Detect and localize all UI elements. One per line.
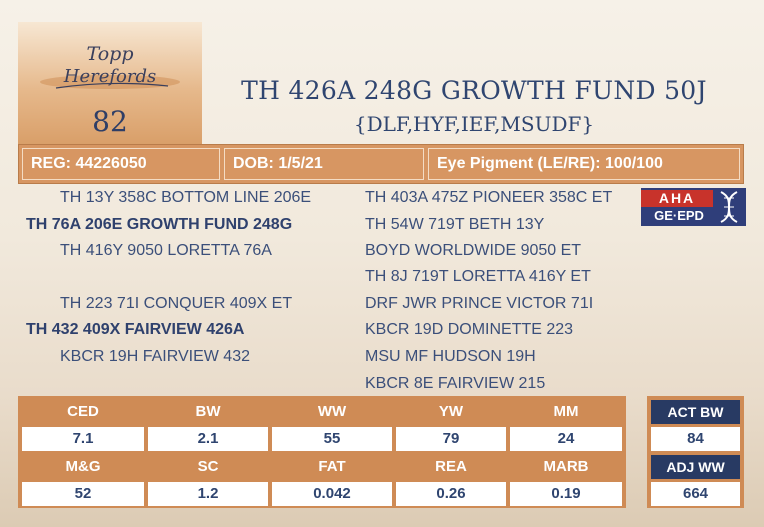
- pedigree-sire-sire: TH 13Y 358C BOTTOM LINE 206E: [60, 189, 312, 206]
- dna-icon: [720, 191, 738, 223]
- epd-value-marb: 0.19: [510, 482, 622, 506]
- epd-value-fat: 0.042: [272, 482, 392, 506]
- topp-herefords-logo: Topp Herefords: [40, 43, 180, 89]
- aha-logo-bottom: GE·EPD: [654, 208, 704, 223]
- date-of-birth: DOB: 1/5/21: [224, 148, 424, 180]
- actual-bw-label: ACT BW: [651, 400, 740, 424]
- epd-value-yw: 79: [396, 427, 506, 451]
- pedigree-ancestor: DRF JWR PRINCE VICTOR 71I: [365, 295, 594, 312]
- adjusted-ww-value: 664: [651, 482, 740, 506]
- actual-bw-value: 84: [651, 427, 740, 451]
- pedigree-sire: TH 76A 206E GROWTH FUND 248G: [26, 216, 293, 233]
- pedigree-ancestor: TH 54W 719T BETH 13Y: [365, 216, 545, 233]
- epd-header-mm: MM: [553, 403, 579, 420]
- epd-header-ww: WW: [317, 403, 347, 420]
- info-bar: [18, 144, 744, 184]
- epd-value-ced: 7.1: [22, 427, 144, 451]
- adjusted-ww-label: ADJ WW: [651, 455, 740, 479]
- epd-value-rea: 0.26: [396, 482, 506, 506]
- epd-value-bw: 2.1: [148, 427, 268, 451]
- epd-value-sc: 1.2: [148, 482, 268, 506]
- eye-pigment: Eye Pigment (LE/RE): 100/100: [428, 148, 740, 180]
- aha-logo-top: AHA: [641, 190, 713, 207]
- svg-text:Topp: Topp: [87, 43, 134, 65]
- pedigree-dam-sire: TH 223 71I CONQUER 409X ET: [60, 295, 293, 312]
- genetic-status: {DLF,HYF,IEF,MSUDF}: [353, 112, 595, 136]
- epd-header-bw: BW: [195, 403, 221, 420]
- aha-ge-epd-logo: AHA GE·EPD: [641, 188, 746, 226]
- pedigree-ancestor: TH 8J 719T LORETTA 416Y ET: [365, 268, 591, 285]
- pedigree-ancestor: TH 403A 475Z PIONEER 358C ET: [365, 189, 613, 206]
- epd-header-sc: SC: [197, 458, 219, 475]
- epd-header-fat: FAT: [318, 458, 346, 475]
- pedigree-ancestor: MSU MF HUDSON 19H: [365, 348, 536, 365]
- epd-header-rea: REA: [435, 458, 467, 475]
- epd-header-mg: M&G: [65, 458, 101, 475]
- epd-value-mm: 24: [510, 427, 622, 451]
- animal-name: TH 426A 248G GROWTH FUND 50J: [241, 76, 707, 105]
- registration-number: REG: 44226050: [22, 148, 220, 180]
- pedigree-dam-dam: KBCR 19H FAIRVIEW 432: [60, 348, 250, 365]
- pedigree-ancestor: BOYD WORLDWIDE 9050 ET: [365, 242, 582, 259]
- epd-value-mg: 52: [22, 482, 144, 506]
- pedigree-dam: TH 432 409X FAIRVIEW 426A: [26, 321, 245, 338]
- epd-header-marb: MARB: [543, 458, 589, 475]
- svg-text:Herefords: Herefords: [63, 66, 156, 87]
- pedigree-sire-dam: TH 416Y 9050 LORETTA 76A: [60, 242, 272, 259]
- pedigree-ancestor: KBCR 19D DOMINETTE 223: [365, 321, 574, 338]
- epd-header-yw: YW: [438, 403, 464, 420]
- epd-header-ced: CED: [67, 403, 99, 420]
- lot-number: 82: [92, 105, 128, 138]
- epd-value-ww: 55: [272, 427, 392, 451]
- pedigree-ancestor: KBCR 8E FAIRVIEW 215: [365, 375, 546, 392]
